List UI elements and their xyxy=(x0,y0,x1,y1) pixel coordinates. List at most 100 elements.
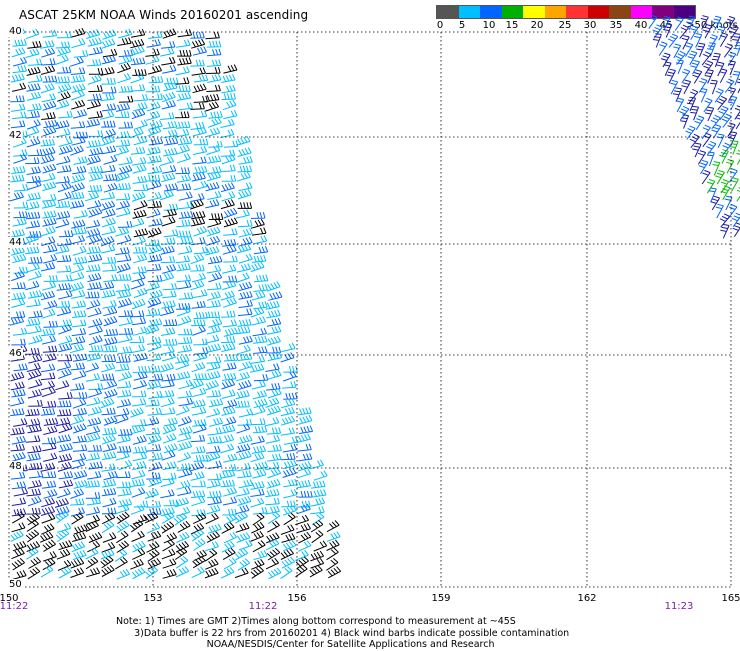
wind-barb xyxy=(44,275,58,281)
wind-barb xyxy=(116,471,130,477)
wind-barb xyxy=(192,68,206,76)
wind-barb xyxy=(148,65,162,74)
wind-barb xyxy=(223,228,237,235)
wind-barb xyxy=(28,311,42,318)
wind-barb xyxy=(148,462,162,471)
wind-barb xyxy=(102,104,116,111)
wind-barb xyxy=(11,372,25,381)
wind-barb xyxy=(73,470,87,479)
wind-barb xyxy=(254,284,268,291)
wind-barb xyxy=(283,393,297,399)
wind-barb xyxy=(103,264,117,271)
wind-barb xyxy=(145,417,159,425)
wind-barb xyxy=(86,568,100,577)
wind-barb xyxy=(73,408,87,416)
wind-barb xyxy=(177,153,190,163)
wind-barb xyxy=(117,390,131,397)
wind-barb xyxy=(57,307,71,316)
wind-barb xyxy=(101,121,115,127)
wind-barb xyxy=(70,498,84,505)
wind-barb xyxy=(223,65,237,74)
wind-barb xyxy=(57,32,71,38)
wind-barb xyxy=(177,263,191,271)
wind-barb xyxy=(149,453,163,460)
wind-barb xyxy=(132,549,145,560)
wind-barb xyxy=(221,119,235,128)
wind-barb xyxy=(253,426,267,433)
wind-barb xyxy=(236,488,250,496)
wind-barb xyxy=(281,343,295,352)
wind-barb xyxy=(89,172,103,181)
wind-barb xyxy=(668,34,678,48)
wind-barb xyxy=(178,246,192,254)
wind-barb xyxy=(28,271,41,280)
wind-barb xyxy=(118,235,132,244)
wind-barb xyxy=(117,38,131,46)
wind-barb xyxy=(74,156,88,164)
wind-barb xyxy=(162,473,176,480)
wind-barb xyxy=(252,316,266,325)
wind-barb xyxy=(73,435,87,442)
wind-barb xyxy=(57,92,70,102)
lon-label-159: 159 xyxy=(431,593,450,604)
wind-barb xyxy=(28,379,41,388)
wind-barb xyxy=(178,521,190,532)
wind-barb xyxy=(283,366,297,372)
wind-barb xyxy=(148,254,162,262)
wind-barb xyxy=(177,463,191,470)
wind-barb xyxy=(42,147,56,156)
wind-barb xyxy=(87,156,101,165)
wind-barb xyxy=(71,363,85,370)
wind-barb xyxy=(208,436,222,443)
wind-barb xyxy=(281,427,295,435)
wind-barb xyxy=(221,336,235,342)
wind-barb xyxy=(282,381,296,388)
wind-barb xyxy=(239,237,253,246)
wind-barb xyxy=(132,487,145,497)
wind-barb xyxy=(71,558,84,568)
wind-barb xyxy=(251,307,264,317)
wind-barb xyxy=(222,93,236,100)
wind-barb xyxy=(11,311,25,318)
wind-barb xyxy=(207,356,221,363)
wind-barb xyxy=(192,388,206,397)
wind-barb xyxy=(297,480,311,488)
wind-barb xyxy=(682,36,690,50)
wind-barb xyxy=(265,489,279,497)
wind-barb xyxy=(236,326,250,334)
wind-barb xyxy=(238,220,252,227)
wind-barb xyxy=(89,462,103,470)
wind-barb xyxy=(131,58,145,65)
wind-barb xyxy=(207,41,221,47)
wind-barb xyxy=(118,29,132,38)
wind-barb xyxy=(28,290,42,298)
wind-barb xyxy=(57,401,71,407)
wind-barb xyxy=(147,542,160,553)
wind-barb xyxy=(223,320,237,327)
wind-barb xyxy=(712,16,721,30)
wind-barb xyxy=(238,419,252,425)
wind-barb xyxy=(73,398,86,408)
wind-barb xyxy=(86,453,100,461)
wind-barb xyxy=(101,408,115,415)
wind-barb xyxy=(207,344,221,353)
wind-barb xyxy=(71,220,85,229)
wind-barb xyxy=(179,102,193,110)
wind-barb xyxy=(102,479,116,487)
wind-barb xyxy=(238,202,252,208)
wind-barb xyxy=(89,111,103,118)
wind-barb xyxy=(265,363,279,371)
wind-barb xyxy=(695,116,704,130)
wind-barb xyxy=(297,504,310,514)
wind-barb xyxy=(88,166,102,173)
wind-barb xyxy=(86,264,100,271)
wind-barb xyxy=(101,78,115,84)
wind-barb xyxy=(28,389,42,398)
wind-barb xyxy=(222,522,235,533)
wind-barb xyxy=(207,49,221,56)
wind-barb xyxy=(163,29,176,39)
wind-barb xyxy=(102,488,116,496)
wind-barb xyxy=(239,254,252,263)
wind-barb xyxy=(116,193,130,200)
wind-barb xyxy=(73,392,87,398)
